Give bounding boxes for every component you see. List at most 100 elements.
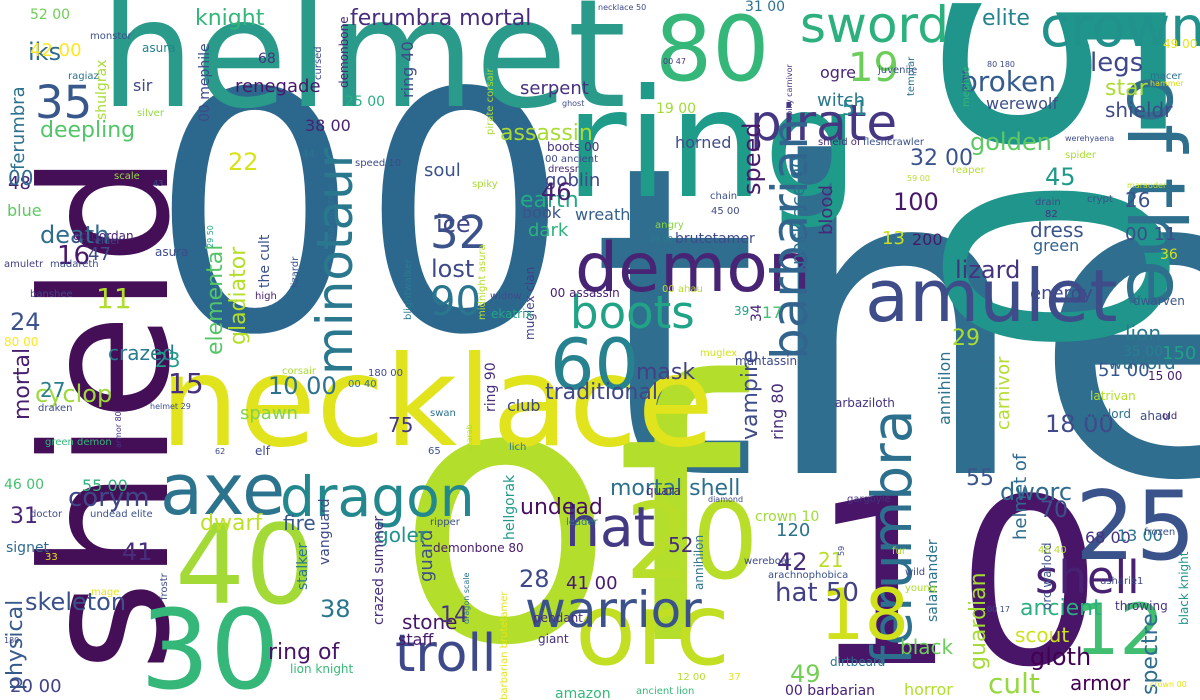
word-crown-10: crown 10 <box>755 509 820 525</box>
word-black-knight: black knight <box>1177 551 1191 625</box>
word-cursed: cursed <box>313 46 324 80</box>
word-templar: templar <box>906 56 917 96</box>
word-horned: horned <box>675 133 732 152</box>
word-fire: fire <box>283 511 316 535</box>
word-150: 150 <box>1162 343 1197 364</box>
word-elder: elder <box>95 236 121 247</box>
word-amuletr: amuletr <box>4 259 44 270</box>
word-elite: elite <box>982 6 1030 31</box>
word-book: book <box>522 203 561 222</box>
word-frostr: frostr <box>159 573 170 600</box>
word-of: of <box>395 305 742 700</box>
word-cyclop: cyclop <box>35 380 113 408</box>
word-cult: cult <box>988 667 1040 700</box>
word-12-00: 12 00 <box>677 672 706 683</box>
word-black: black <box>900 635 954 659</box>
word-180: 180 <box>4 636 20 645</box>
word-usharie1: usharie1 <box>1100 576 1144 587</box>
word-mortal: mortal <box>10 347 35 420</box>
word-orc: orc <box>575 571 731 688</box>
word-mephile: mephile <box>961 66 972 107</box>
word-reaper: reaper <box>952 165 985 176</box>
word-41-00: 41 00 <box>566 573 618 594</box>
word-32-00: 32 00 <box>910 146 973 171</box>
word-corsair: corsair <box>282 366 316 377</box>
word-200: 200 <box>912 230 943 249</box>
word-scale: scale <box>114 171 140 182</box>
word-43: 43 <box>153 179 164 188</box>
word-15: 15 <box>168 367 204 400</box>
word-pirate: pirate <box>750 94 898 152</box>
word-annihilon-2: annihilon <box>692 534 706 590</box>
word-spider: spider <box>1065 150 1096 161</box>
word-68-00: 68 00 <box>1085 528 1131 547</box>
word-silver: silver <box>137 108 164 119</box>
word-scarab: scarab <box>465 424 474 451</box>
word-44: 44 <box>302 149 315 160</box>
word-demonbone: demonbone <box>337 16 351 88</box>
word-10: 10 <box>810 451 1103 700</box>
word-giant: giant <box>538 632 569 646</box>
word-minotaur: minotaur <box>306 147 364 375</box>
word-dworc: dworc <box>1000 478 1073 506</box>
word-15-00: 15 00 <box>1148 369 1183 383</box>
word-00-ahau: 00 ahau <box>662 284 703 295</box>
word-ekatrix: ekatrix <box>491 307 533 321</box>
word-spiky-carnivor: spiky carnivor <box>785 64 794 120</box>
word-staff: staff <box>398 630 434 649</box>
word-49-00: 49 00 <box>1163 37 1198 51</box>
word-47: 47 <box>88 244 111 265</box>
word-lost: lost <box>431 255 475 283</box>
word-68: 68 <box>258 51 276 67</box>
word-00-mephile: 00 mephile <box>197 43 213 122</box>
word-59-00: 59 00 <box>907 174 930 183</box>
word-28: 28 <box>519 565 550 593</box>
word-00-40: 00 40 <box>348 379 377 390</box>
word-24: 24 <box>10 308 41 336</box>
word-traditional: traditional <box>545 380 658 405</box>
word-crypt: crypt <box>1087 194 1113 205</box>
word-crown: crown <box>1040 0 1200 59</box>
word-hat: hat <box>565 495 656 559</box>
word-00-17: 00 17 <box>987 605 1010 614</box>
word-spawn: spawn <box>240 403 298 424</box>
word-warrior: warrior <box>525 581 702 639</box>
word-ice: ice <box>436 210 471 238</box>
word-werehyaena: werehyaena <box>1065 134 1115 143</box>
word-shell: shell <box>1035 551 1140 604</box>
word-speed: speed <box>738 122 766 195</box>
word-shulgrax: shulgrax <box>94 59 110 120</box>
word-amazon: amazon <box>555 686 611 700</box>
word-70: 70 <box>1040 498 1068 523</box>
word-46-00: 46 00 <box>4 477 45 493</box>
word-muglex: muglex <box>700 348 738 359</box>
word-scout: scout <box>1015 623 1070 647</box>
word-19: 19 <box>848 45 899 91</box>
word-bonelord: bonelord <box>1078 407 1131 421</box>
word-60: 60 <box>550 324 640 406</box>
word-necklace-50: necklace 50 <box>598 3 647 12</box>
word-18-00: 18 00 <box>1045 410 1114 438</box>
word-dwarf: dwarf <box>200 511 263 536</box>
word-120: 120 <box>776 520 811 541</box>
word-42-00: 42 00 <box>30 40 82 61</box>
word-29-00: 29 00 <box>650 235 673 244</box>
word-ring: ring <box>565 58 859 232</box>
word-carnivor: carnivor <box>993 356 1014 431</box>
word-11: 11 <box>96 282 132 315</box>
word-wreath: wreath <box>575 205 631 224</box>
word-elemental: elemental <box>203 244 228 355</box>
word-shield-of: shield of <box>818 137 861 148</box>
word-iks: iks <box>28 38 62 66</box>
word-hat-50: hat 50 <box>775 578 859 608</box>
word-13: 13 <box>882 228 905 249</box>
word-16: 16 <box>57 241 91 271</box>
word-legs: legs <box>1090 48 1144 78</box>
word-warlord: warlord <box>1108 353 1176 374</box>
word-fleshcrawler: fleshcrawler <box>863 137 924 148</box>
word-club: club <box>507 396 541 415</box>
word-37: 37 <box>728 672 741 683</box>
word-33: 33 <box>45 552 58 563</box>
word-signet-ring: signet ring <box>973 364 992 450</box>
word-45-00: 45 00 <box>711 206 740 217</box>
